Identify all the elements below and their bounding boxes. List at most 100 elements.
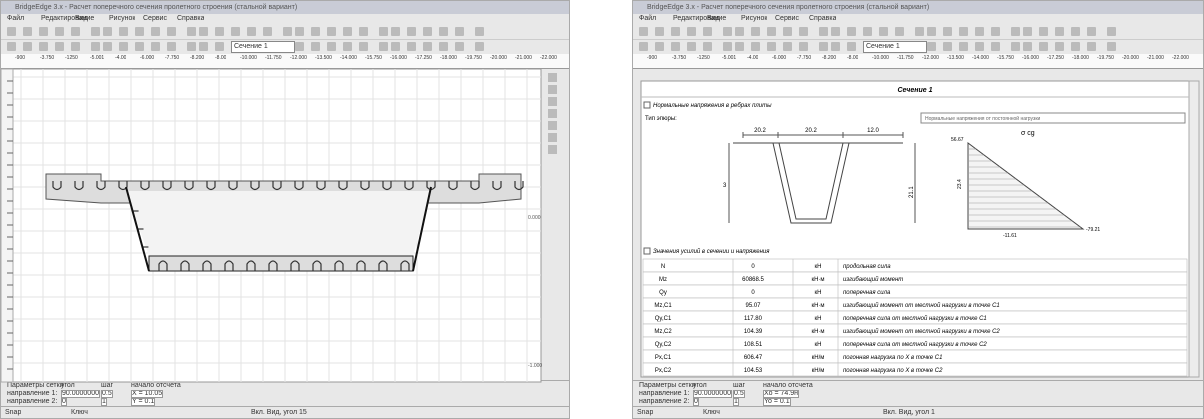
grid-field[interactable]: 0.5 — [101, 390, 113, 398]
tool-button[interactable] — [1023, 27, 1032, 36]
tool-button[interactable] — [1087, 27, 1096, 36]
side-tool[interactable] — [548, 97, 557, 106]
tool-button[interactable] — [1071, 42, 1080, 51]
tool-button[interactable] — [819, 42, 828, 51]
tool-button[interactable] — [295, 27, 304, 36]
menu-item[interactable]: Рисунок — [109, 15, 136, 22]
tool-button[interactable] — [439, 42, 448, 51]
tool-button[interactable] — [391, 27, 400, 36]
grid-field[interactable]: 90.0000000 — [61, 390, 100, 398]
tool-button[interactable] — [187, 42, 196, 51]
grid-field[interactable]: 0.5 — [733, 390, 745, 398]
tool-button[interactable] — [231, 27, 240, 36]
tool-button[interactable] — [135, 27, 144, 36]
side-tool[interactable] — [548, 133, 557, 142]
tool-button[interactable] — [703, 42, 712, 51]
tool-button[interactable] — [783, 27, 792, 36]
tool-button[interactable] — [819, 27, 828, 36]
tool-button[interactable] — [1107, 27, 1116, 36]
tool-button[interactable] — [1039, 27, 1048, 36]
tool-button[interactable] — [151, 42, 160, 51]
menu-item[interactable]: Редактирование — [673, 15, 727, 22]
menu-item[interactable]: Файл — [639, 15, 657, 22]
tool-button[interactable] — [475, 27, 484, 36]
side-tool[interactable] — [548, 73, 557, 82]
tool-button[interactable] — [751, 42, 760, 51]
tool-button[interactable] — [847, 42, 856, 51]
menu-item[interactable]: Вид — [75, 15, 88, 22]
menu-item[interactable]: Сервис — [143, 15, 167, 22]
grid-field[interactable]: X = 10.05 — [131, 390, 164, 398]
tool-button[interactable] — [895, 27, 904, 36]
tool-button[interactable] — [723, 27, 732, 36]
tool-button[interactable] — [407, 42, 416, 51]
tool-button[interactable] — [71, 42, 80, 51]
tool-button[interactable] — [103, 42, 112, 51]
tool-button[interactable] — [187, 27, 196, 36]
tool-button[interactable] — [1071, 27, 1080, 36]
tool-button[interactable] — [7, 27, 16, 36]
tool-button[interactable] — [975, 27, 984, 36]
tool-button[interactable] — [455, 27, 464, 36]
menu-item[interactable]: Справка — [177, 15, 205, 22]
tool-button[interactable] — [407, 27, 416, 36]
menu-item[interactable]: Сервис — [775, 15, 799, 22]
tool-button[interactable] — [379, 42, 388, 51]
tool-button[interactable] — [91, 27, 100, 36]
tool-button[interactable] — [1011, 27, 1020, 36]
tool-button[interactable] — [215, 27, 224, 36]
grid-field[interactable]: 1 — [101, 398, 107, 406]
section-combo[interactable]: Сечение 1 — [863, 41, 927, 53]
tool-button[interactable] — [379, 27, 388, 36]
tool-button[interactable] — [975, 42, 984, 51]
menu-item[interactable]: Справка — [809, 15, 837, 22]
menu-item[interactable]: Файл — [7, 15, 25, 22]
tool-button[interactable] — [959, 42, 968, 51]
section-combo[interactable]: Сечение 1 — [231, 41, 295, 53]
tool-button[interactable] — [199, 27, 208, 36]
tool-button[interactable] — [71, 27, 80, 36]
dropdown[interactable] — [920, 112, 1186, 124]
tool-button[interactable] — [199, 42, 208, 51]
grid-field[interactable]: 0 — [61, 398, 67, 406]
tool-button[interactable] — [423, 27, 432, 36]
tool-button[interactable] — [767, 27, 776, 36]
tool-button[interactable] — [1039, 42, 1048, 51]
tool-button[interactable] — [943, 42, 952, 51]
tool-button[interactable] — [119, 42, 128, 51]
tool-button[interactable] — [215, 42, 224, 51]
tool-button[interactable] — [167, 42, 176, 51]
tool-button[interactable] — [927, 42, 936, 51]
tool-button[interactable] — [439, 27, 448, 36]
tool-button[interactable] — [879, 27, 888, 36]
tool-button[interactable] — [247, 27, 256, 36]
tool-button[interactable] — [863, 27, 872, 36]
tool-button[interactable] — [991, 27, 1000, 36]
side-tool[interactable] — [548, 121, 557, 130]
grid-field[interactable]: Yo = 0.1 — [763, 398, 791, 406]
side-tool[interactable] — [548, 109, 557, 118]
tool-button[interactable] — [55, 42, 64, 51]
grid-field[interactable]: 90.0000000 — [693, 390, 732, 398]
tool-button[interactable] — [23, 27, 32, 36]
grid-field[interactable]: 0 — [693, 398, 699, 406]
side-tool[interactable] — [548, 145, 557, 154]
tool-button[interactable] — [767, 42, 776, 51]
tool-button[interactable] — [671, 42, 680, 51]
tool-button[interactable] — [1087, 42, 1096, 51]
tool-button[interactable] — [639, 42, 648, 51]
tool-button[interactable] — [455, 42, 464, 51]
tool-button[interactable] — [1107, 42, 1116, 51]
tool-button[interactable] — [831, 42, 840, 51]
grid-field[interactable]: 1 — [733, 398, 739, 406]
tool-button[interactable] — [723, 42, 732, 51]
tool-button[interactable] — [687, 42, 696, 51]
tool-button[interactable] — [799, 27, 808, 36]
menu-item[interactable]: Вид — [707, 15, 720, 22]
tool-button[interactable] — [327, 27, 336, 36]
tool-button[interactable] — [831, 27, 840, 36]
tool-button[interactable] — [167, 27, 176, 36]
tool-button[interactable] — [295, 42, 304, 51]
tool-button[interactable] — [311, 27, 320, 36]
tool-button[interactable] — [735, 42, 744, 51]
